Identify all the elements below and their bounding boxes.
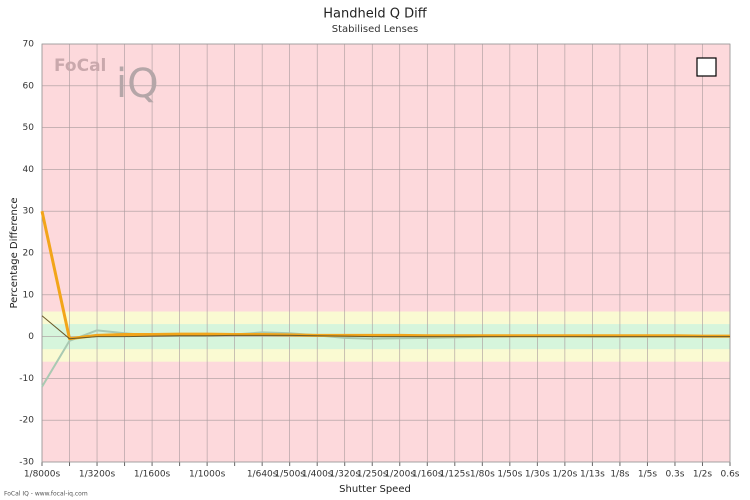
x-tick-label: 1/640s	[247, 470, 278, 480]
y-tick-label: -30	[19, 458, 34, 468]
y-tick-label: 0	[28, 332, 34, 342]
y-tick-label: -10	[19, 374, 34, 384]
series-line	[41, 315, 730, 340]
y-axis-title: Percentage Difference	[9, 198, 20, 309]
x-tick-label: 1/400s	[302, 470, 333, 480]
y-tick-label: 50	[23, 123, 35, 133]
x-tick-label: 1/13s	[580, 470, 605, 480]
x-tick-label: 1/20s	[552, 470, 577, 480]
x-tick-label: 0.6s	[720, 470, 739, 480]
x-tick-label: 1/80s	[470, 470, 495, 480]
watermark: iQ	[116, 61, 159, 107]
watermark: FoCal	[54, 56, 106, 76]
x-tick-label: 1/3200s	[79, 470, 116, 480]
x-tick-label: 1/125s	[439, 470, 470, 480]
y-tick-label: 20	[23, 249, 35, 259]
x-tick-label: 1/1600s	[134, 470, 171, 480]
series-line	[40, 210, 730, 341]
y-tick-label: 40	[23, 165, 35, 175]
chart-title: Handheld Q Diff	[323, 7, 427, 22]
x-tick-label: 1/2s	[693, 470, 712, 480]
y-tick-label: 70	[23, 40, 35, 50]
x-tick-label: 1/1000s	[189, 470, 226, 480]
chart-subtitle: Stabilised Lenses	[332, 24, 418, 35]
plot-border	[41, 43, 731, 463]
x-tick-label: 1/200s	[384, 470, 415, 480]
y-tick-label: 60	[23, 81, 35, 91]
y-tick-label: 30	[23, 207, 35, 217]
x-tick-label: 1/30s	[525, 470, 550, 480]
x-tick-label: 1/5s	[638, 470, 657, 480]
x-axis-title: Shutter Speed	[339, 484, 411, 495]
x-tick-label: 1/320s	[329, 470, 360, 480]
legend-box	[696, 57, 717, 77]
y-tick-label: 10	[23, 290, 35, 300]
footer: FoCal IQ - www.focal-iq.com	[4, 491, 88, 498]
x-tick-label: 1/160s	[412, 470, 443, 480]
x-tick-label: 1/8s	[610, 470, 629, 480]
y-tick-label: -20	[19, 416, 34, 426]
x-tick-label: 1/50s	[497, 470, 522, 480]
x-tick-label: 1/250s	[357, 470, 388, 480]
x-tick-label: 0.3s	[665, 470, 684, 480]
x-tick-label: 1/500s	[274, 470, 305, 480]
x-tick-label: 1/8000s	[24, 470, 61, 480]
plot-area: -30 -20 -10 0 10 20 30 40 50 60 70 1/8000s 1/3200s 1/…	[19, 40, 740, 480]
